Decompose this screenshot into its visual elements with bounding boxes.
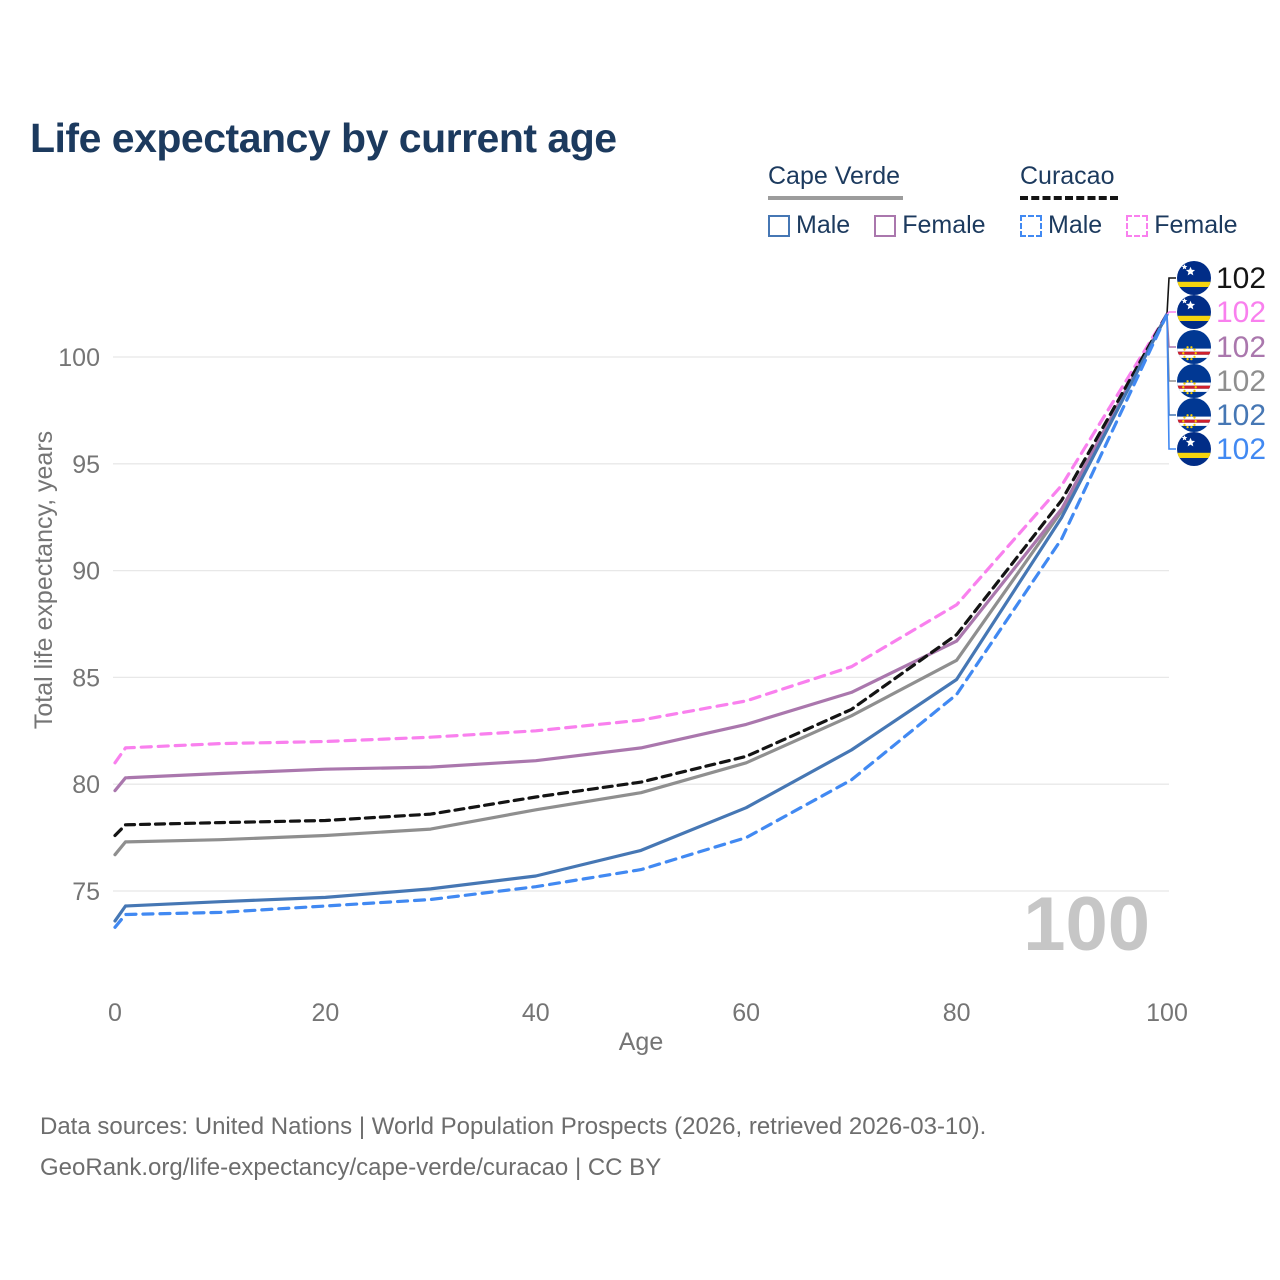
legend-swatch-curacao-female: [1126, 214, 1149, 237]
legend-item-cape-verde-male[interactable]: Male: [768, 211, 850, 240]
x-axis-title: Age: [619, 1028, 663, 1056]
legend-group-curacao: Curacao Male Female: [1020, 162, 1262, 240]
footer-data-sources: Data sources: United Nations | World Pop…: [40, 1113, 987, 1140]
footer: Data sources: United Nations | World Pop…: [40, 1106, 986, 1188]
legend-header-cape-verde[interactable]: Cape Verde: [768, 162, 904, 200]
legend-header-curacao[interactable]: Curacao: [1020, 162, 1118, 200]
y-tick-label-85: 85: [72, 664, 100, 692]
legend-item-curacao-female[interactable]: Female: [1126, 211, 1238, 240]
cape-verde-flag-icon: [1177, 398, 1211, 432]
line-cape-verde-female[interactable]: [113, 312, 1169, 793]
end-label-value-curacao-female: 102: [1216, 296, 1266, 329]
end-label-leader-curacao-female: [1166, 311, 1176, 315]
legend-swatch-cape-verde-male: [768, 214, 790, 237]
end-label-value-cape-verde-all: 102: [1216, 365, 1266, 398]
y-tick-label-75: 75: [72, 878, 100, 906]
legend-group-cape-verde: Cape Verde Male Female: [768, 162, 1010, 240]
curacao-flag-icon: [1177, 295, 1211, 329]
legend-swatch-curacao-male: [1020, 214, 1042, 237]
y-axis-title: Total life expectancy, years: [30, 431, 58, 729]
end-label-value-curacao-male: 102: [1216, 433, 1266, 466]
y-tick-label-100: 100: [58, 344, 100, 372]
end-label-value-curacao-all: 102: [1216, 262, 1266, 295]
legend-item-curacao-male[interactable]: Male: [1020, 211, 1102, 240]
cape-verde-flag-icon: [1177, 364, 1211, 398]
curacao-flag-icon: [1177, 432, 1211, 466]
legend-label-cape-verde-male: Male: [796, 211, 851, 239]
legend-item-cape-verde-female[interactable]: Female: [874, 211, 986, 240]
curacao-flag-icon: [1177, 261, 1211, 295]
legend-label-cape-verde-female: Female: [902, 211, 986, 239]
line-curacao-female[interactable]: [113, 312, 1169, 765]
end-label-value-cape-verde-female: 102: [1216, 331, 1266, 364]
x-tick-label-0: 0: [108, 999, 122, 1027]
line-cape-verde-all[interactable]: [113, 312, 1169, 857]
end-label-value-cape-verde-male: 102: [1216, 399, 1266, 432]
age-frame-watermark: 100: [1023, 882, 1150, 967]
line-cape-verde-male[interactable]: [113, 312, 1169, 923]
x-tick-label-80: 80: [943, 999, 971, 1027]
line-curacao-male[interactable]: [113, 312, 1169, 929]
cape-verde-flag-icon: [1177, 330, 1211, 364]
x-tick-label-40: 40: [522, 999, 550, 1027]
x-tick-label-100: 100: [1146, 999, 1188, 1027]
end-label-leader-curacao-male: [1166, 314, 1176, 450]
legend-swatch-cape-verde-female: [874, 214, 897, 237]
x-tick-label-60: 60: [732, 999, 760, 1027]
legend-label-curacao-female: Female: [1154, 211, 1238, 239]
footer-attribution[interactable]: GeoRank.org/life-expectancy/cape-verde/c…: [40, 1154, 662, 1181]
line-curacao-all[interactable]: [113, 312, 1169, 838]
page-title: Life expectancy by current age: [30, 115, 617, 162]
y-tick-label-90: 90: [72, 558, 100, 586]
legend-label-curacao-male: Male: [1048, 211, 1103, 239]
x-tick-label-20: 20: [311, 999, 339, 1027]
y-tick-label-80: 80: [72, 771, 100, 799]
y-tick-label-95: 95: [72, 451, 100, 479]
end-label-leader-curacao-all: [1166, 277, 1176, 315]
